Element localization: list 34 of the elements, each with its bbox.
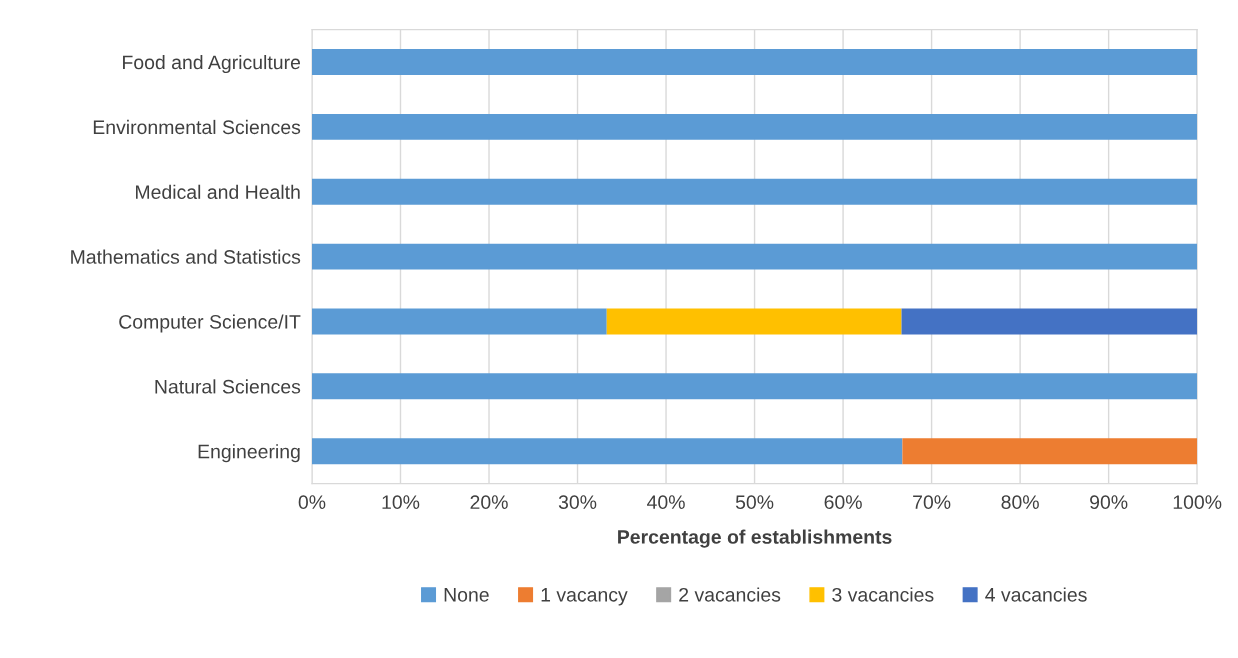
y-tick-label: Food and Agriculture [123, 54, 301, 74]
bar [901, 308, 1198, 335]
x-tick-label: 10% [382, 495, 420, 510]
bar [311, 373, 1198, 400]
bar [311, 49, 1198, 76]
y-tick-label: Natural Sciences [155, 379, 301, 394]
y-tick-label: Environmental Sciences [93, 119, 301, 135]
y-tick-label: Mathematics and Statistics [71, 249, 301, 264]
legend-label: 4 vacancies [985, 587, 1087, 602]
x-axis-title: Percentage of establishments [618, 529, 892, 548]
legend-label: None [444, 588, 489, 602]
x-tick-label: 100% [1173, 495, 1222, 510]
x-tick-label: 40% [647, 495, 685, 510]
x-tick-label: 70% [913, 495, 951, 510]
x-tick-label: 50% [735, 495, 774, 510]
y-tick-label: Computer Science/IT [119, 314, 301, 333]
x-tick-label: 20% [470, 495, 508, 510]
y-tick-label: Engineering [198, 444, 300, 463]
bar [902, 438, 1198, 465]
bar [311, 308, 607, 335]
x-tick-label: 80% [1001, 495, 1039, 510]
bar [311, 178, 1198, 205]
legend-label: 3 vacancies [832, 587, 934, 602]
bar [606, 308, 902, 335]
bar [311, 113, 1198, 140]
x-tick-label: 30% [558, 495, 597, 510]
bar [311, 243, 1198, 270]
y-tick-label: Medical and Health [136, 184, 300, 199]
legend-label: 1 vacancy [541, 588, 628, 606]
legend-label: 2 vacancies [679, 587, 781, 602]
x-tick-label: 90% [1090, 495, 1128, 510]
x-tick-label: 60% [824, 495, 862, 510]
bar [311, 438, 903, 465]
x-tick-label: 0% [298, 495, 326, 510]
